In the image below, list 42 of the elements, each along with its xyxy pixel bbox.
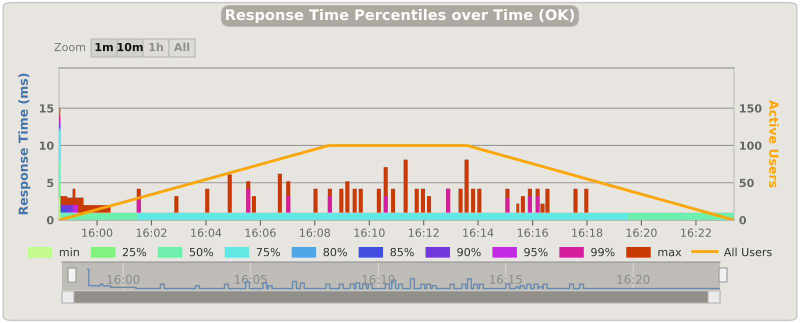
- legend-label: 75%: [256, 248, 280, 256]
- x-tick-label: 16:10: [354, 228, 385, 237]
- text: Zoom: [54, 42, 86, 52]
- legend-label: min: [60, 248, 79, 256]
- text: All: [174, 42, 190, 52]
- legend-label: All Users: [724, 248, 772, 256]
- y-axis-title: Response Time (ms): [18, 74, 30, 214]
- y2-tick-label: 100: [740, 141, 762, 150]
- x-tick-label: 16:18: [572, 228, 602, 237]
- x-tick-label: 16:02: [136, 228, 166, 237]
- text: 1m: [96, 42, 113, 52]
- y2-tick-label: 50: [740, 178, 754, 188]
- x-tick-label: 16:20: [626, 228, 657, 237]
- y2-tick-label: 0: [739, 216, 746, 224]
- x-tick-label: 16:16: [518, 228, 548, 237]
- x-tick-label: 16:20: [618, 274, 650, 284]
- x-tick-label: 16:08: [300, 228, 330, 237]
- x-tick-label: 16:06: [246, 228, 276, 237]
- text: 1h: [149, 42, 163, 52]
- x-tick-label: 16:14: [463, 228, 494, 237]
- legend-label: 90%: [457, 248, 481, 256]
- text: 10m: [118, 42, 143, 52]
- legend-label: 50%: [190, 248, 214, 256]
- x-tick-label: 16:00: [82, 228, 112, 237]
- y-tick-label: 5: [47, 178, 54, 188]
- chart-title: Response Time Percentiles over Time (OK): [226, 8, 574, 24]
- y-tick-label: 15: [40, 104, 54, 113]
- x-tick-label: 16:12: [408, 228, 439, 237]
- y-tick-label: 10: [40, 141, 54, 150]
- x-tick-label: 16:15: [490, 274, 522, 284]
- legend-label: 85%: [390, 248, 414, 256]
- legend-label: 25%: [122, 248, 146, 256]
- y2-tick-label: 150: [740, 104, 762, 113]
- legend-label: 80%: [324, 248, 347, 256]
- y-tick-label: 0: [46, 216, 54, 224]
- x-tick-label: 16:04: [191, 228, 222, 237]
- legend-label: 95%: [524, 248, 548, 256]
- legend-label: max: [658, 250, 682, 256]
- x-tick-label: 16:22: [681, 228, 711, 237]
- x-tick-label: 16:00: [107, 274, 140, 284]
- y2-axis-title: Active Users: [769, 100, 779, 188]
- legend-label: 99%: [591, 248, 615, 256]
